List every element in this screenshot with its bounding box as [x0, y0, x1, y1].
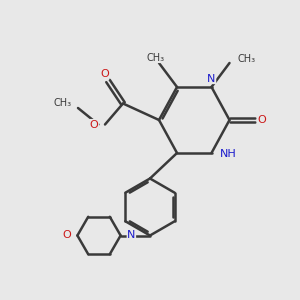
Text: CH₃: CH₃ — [238, 54, 256, 64]
Text: N: N — [207, 74, 216, 84]
Text: O: O — [100, 69, 109, 80]
Text: CH₃: CH₃ — [147, 52, 165, 63]
Text: NH: NH — [220, 149, 237, 160]
Text: N: N — [127, 230, 136, 241]
Text: O: O — [62, 230, 71, 241]
Text: O: O — [257, 115, 266, 125]
Text: CH₃: CH₃ — [53, 98, 71, 108]
Text: O: O — [90, 119, 98, 130]
